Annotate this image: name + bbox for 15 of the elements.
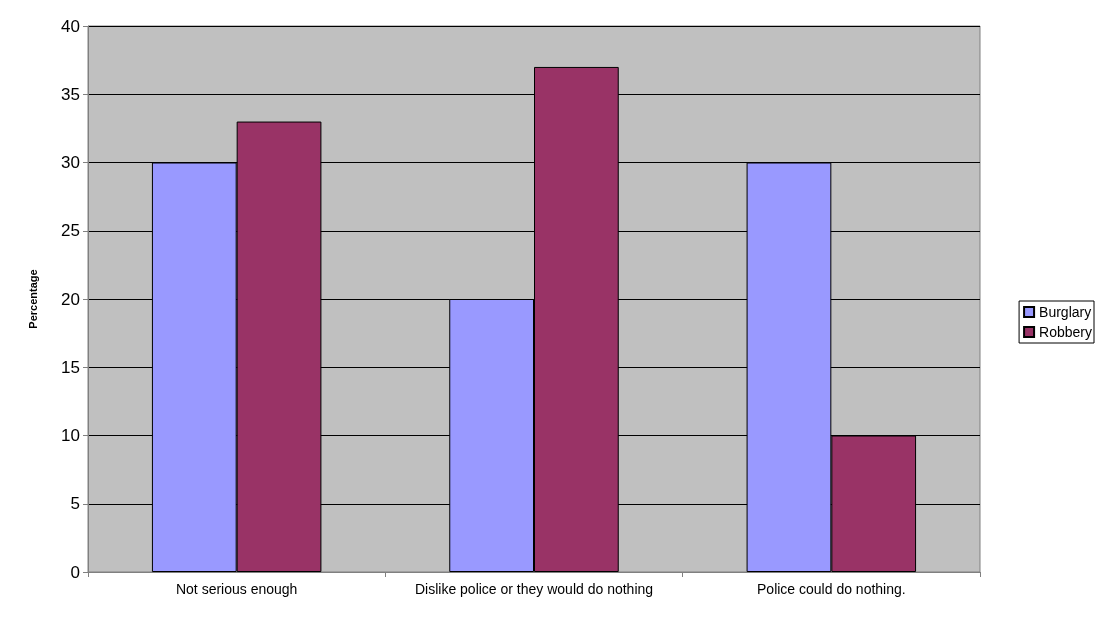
legend-label: Burglary bbox=[1039, 304, 1092, 320]
y-tick-label: 20 bbox=[61, 289, 80, 309]
x-tick-label: Dislike police or they would do nothing bbox=[414, 581, 654, 597]
y-tick-label: 25 bbox=[61, 221, 80, 241]
y-tick-label: 10 bbox=[61, 426, 80, 445]
y-axis-title: Percentage bbox=[26, 269, 39, 329]
y-tick-label: 30 bbox=[61, 153, 80, 172]
legend-label: Robbery bbox=[1039, 324, 1092, 340]
x-tick-label: Police could do nothing. bbox=[757, 581, 906, 597]
y-tick-label: 35 bbox=[61, 84, 80, 104]
y-tick-label: 40 bbox=[61, 16, 80, 36]
x-tick-label: Not serious enough bbox=[175, 581, 298, 597]
y-tick-label: 5 bbox=[70, 494, 80, 514]
y-tick-label: 15 bbox=[61, 357, 80, 377]
y-tick-label: 0 bbox=[70, 562, 80, 582]
